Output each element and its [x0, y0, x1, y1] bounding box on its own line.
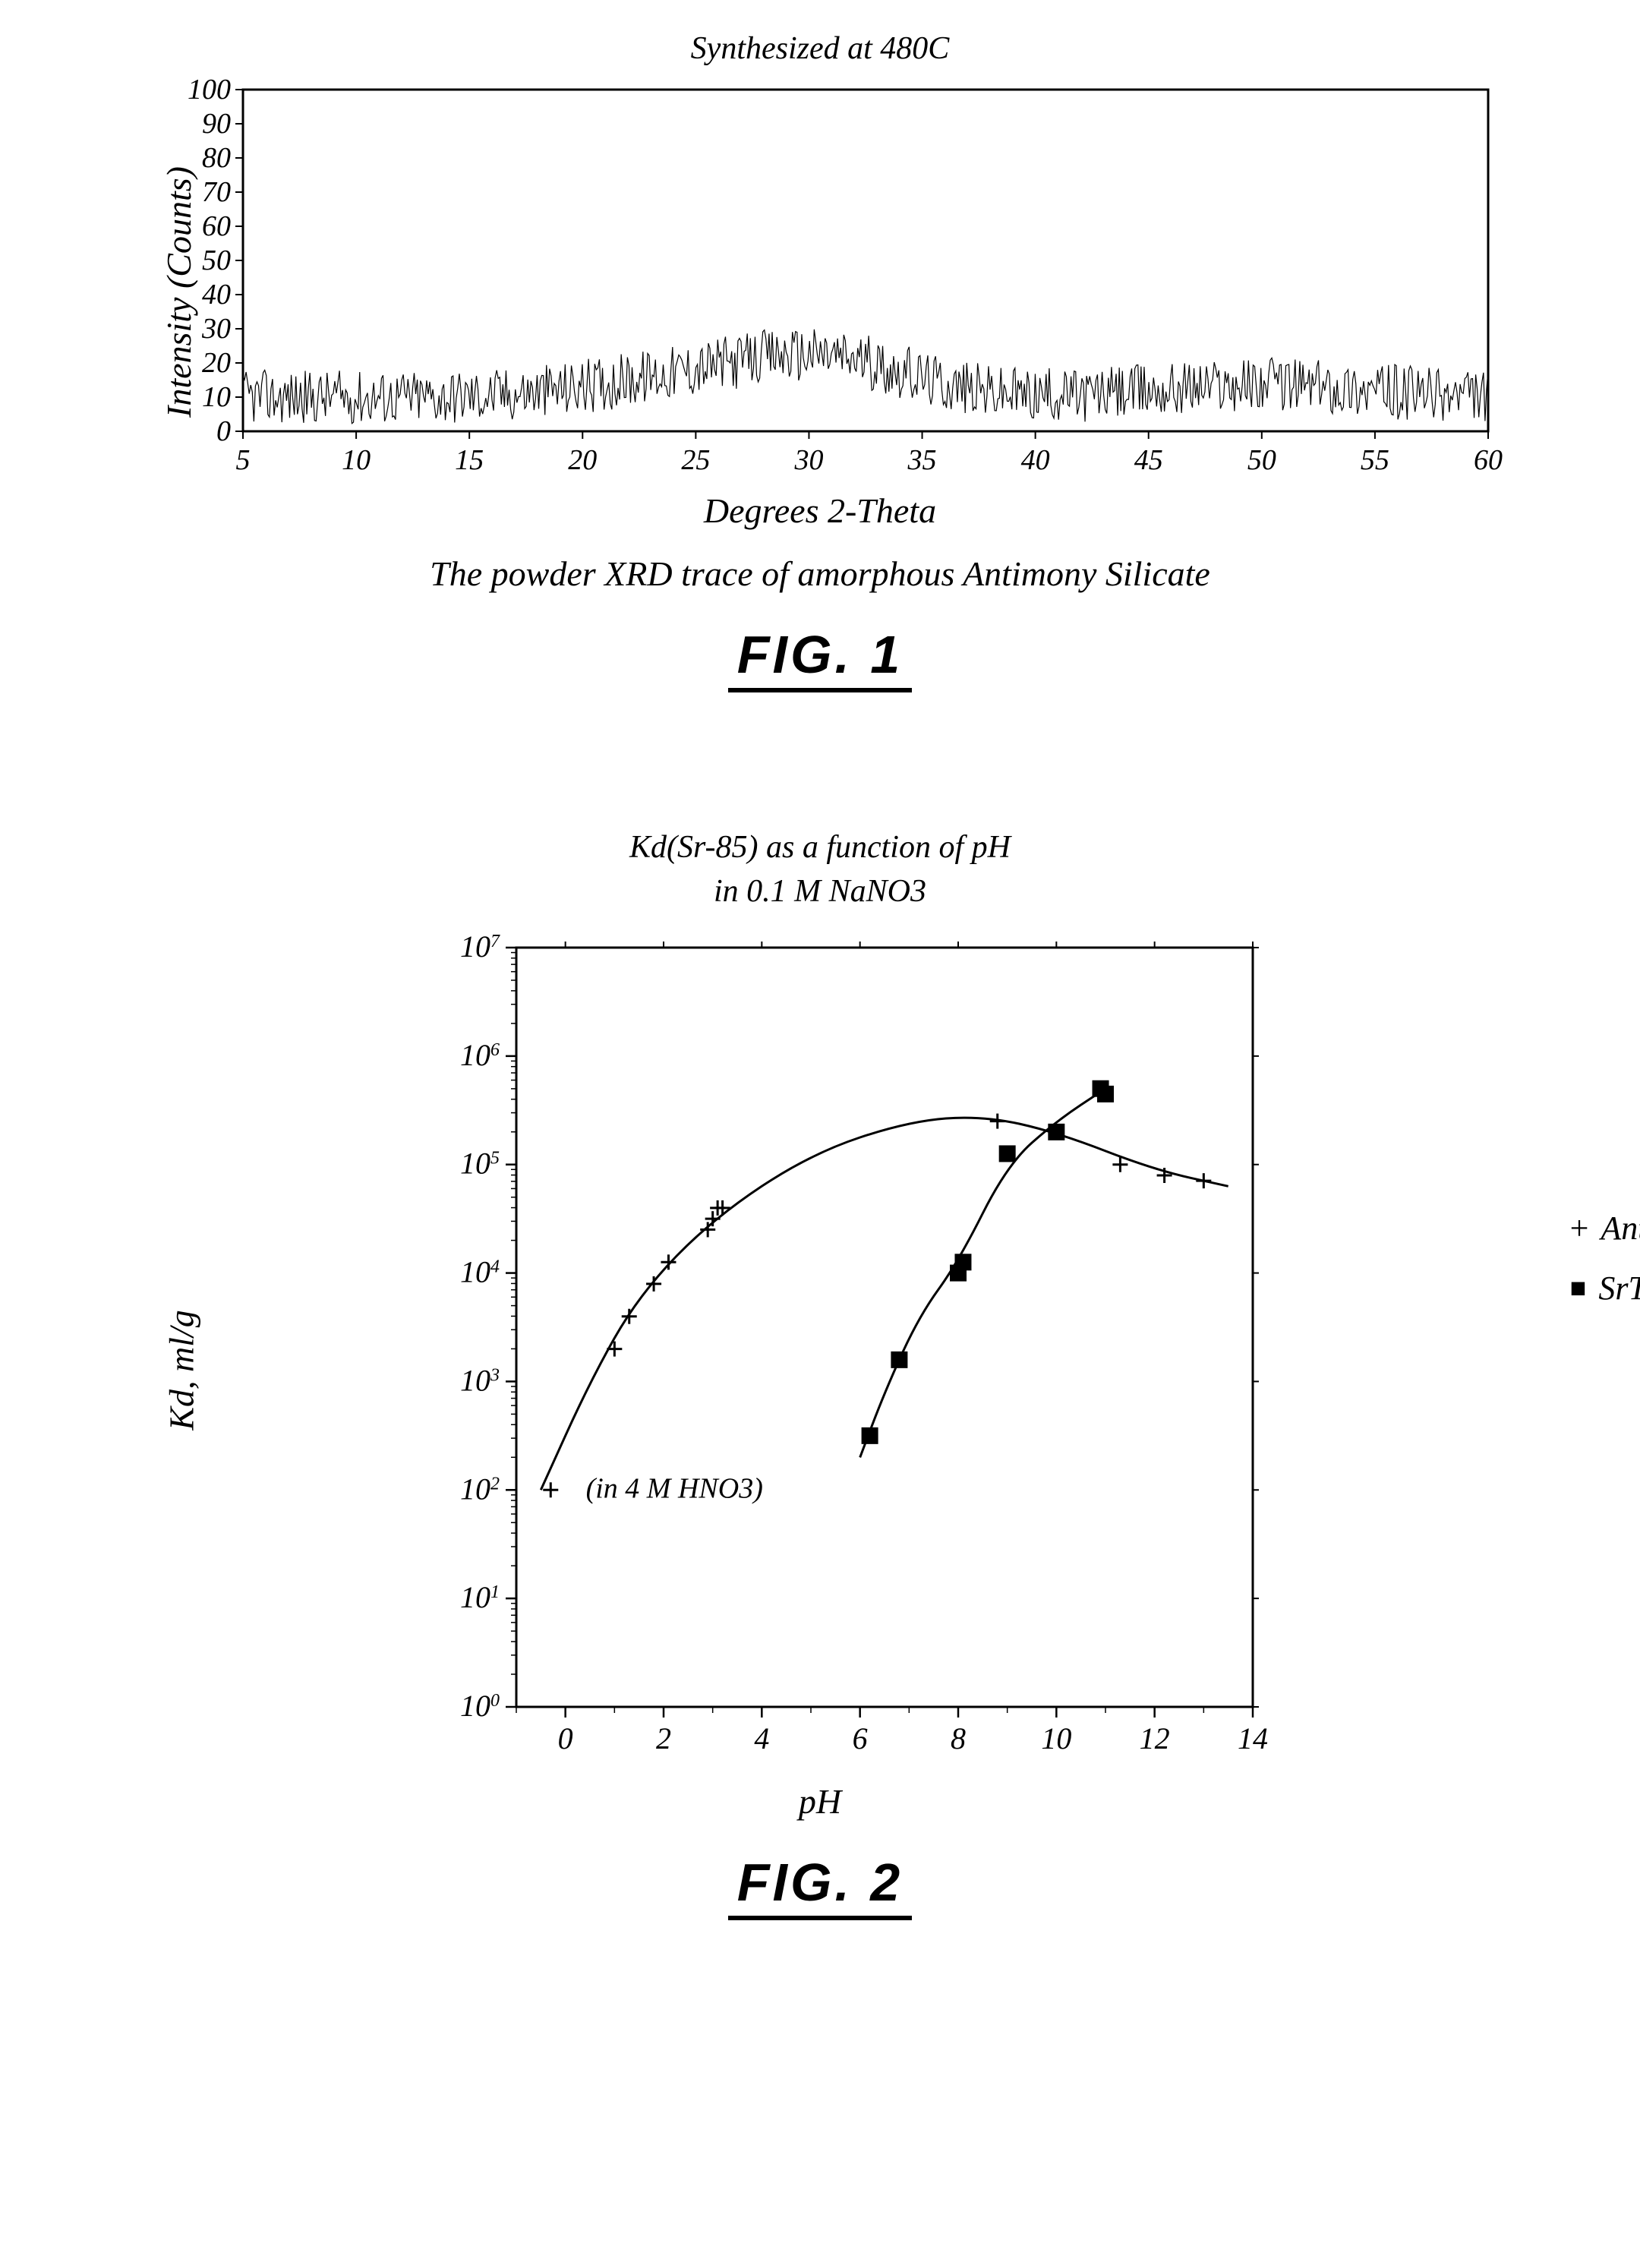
fig2-ylabel: Kd, ml/g: [162, 1310, 202, 1430]
svg-text:20: 20: [202, 347, 231, 379]
svg-text:4: 4: [754, 1721, 769, 1755]
svg-text:55: 55: [1361, 444, 1389, 476]
square-icon: ■: [1570, 1263, 1587, 1313]
svg-text:5: 5: [236, 444, 251, 476]
svg-text:20: 20: [568, 444, 597, 476]
svg-text:80: 80: [202, 142, 231, 174]
fig1-label: FIG. 1: [91, 624, 1549, 692]
fig2-title-l2: in 0.1 M NaNO3: [91, 873, 1549, 910]
svg-text:40: 40: [1021, 444, 1050, 476]
svg-text:100: 100: [460, 1689, 500, 1723]
svg-text:12: 12: [1140, 1721, 1170, 1755]
svg-text:107: 107: [460, 929, 500, 964]
svg-text:100: 100: [188, 74, 231, 106]
fig2-label: FIG. 2: [91, 1852, 1549, 1920]
fig2-svg: 100 101 102 103 104 105 106 107 0 2 4 6 8 10 12 14 (in 4…: [364, 925, 1276, 1775]
svg-text:50: 50: [202, 244, 231, 276]
svg-text:30: 30: [793, 444, 823, 476]
svg-text:6: 6: [853, 1721, 868, 1755]
legend-label-1: SrTreat: [1598, 1258, 1640, 1318]
plus-icon: +: [1570, 1198, 1589, 1258]
figure-2: Kd(Sr-85) as a function of pH in 0.1 M N…: [91, 829, 1549, 1920]
fig1-svg: 0102030405060708090100510152025303540455…: [137, 74, 1503, 484]
svg-text:40: 40: [202, 279, 231, 311]
svg-text:105: 105: [460, 1147, 500, 1181]
svg-text:60: 60: [1474, 444, 1503, 476]
svg-text:0: 0: [216, 415, 231, 447]
svg-text:8: 8: [951, 1721, 966, 1755]
fig2-legend: + Antimony Silicate ■ SrTreat: [1570, 1198, 1640, 1318]
svg-text:106: 106: [460, 1038, 500, 1072]
svg-text:50: 50: [1247, 444, 1276, 476]
svg-text:(in 4 M HNO3): (in 4 M HNO3): [586, 1472, 763, 1504]
svg-text:104: 104: [460, 1255, 500, 1289]
legend-item-srtreat: ■ SrTreat: [1570, 1258, 1640, 1318]
svg-text:2: 2: [656, 1721, 671, 1755]
legend-item-antimony: + Antimony Silicate: [1570, 1198, 1640, 1258]
svg-text:10: 10: [202, 381, 231, 413]
fig1-title: Synthesized at 480C: [91, 30, 1549, 67]
svg-text:10: 10: [1041, 1721, 1071, 1755]
svg-text:25: 25: [681, 444, 710, 476]
svg-text:60: 60: [202, 210, 231, 242]
svg-text:70: 70: [202, 176, 231, 208]
svg-text:30: 30: [201, 313, 231, 345]
svg-text:35: 35: [907, 444, 937, 476]
legend-label-0: Antimony Silicate: [1601, 1198, 1640, 1258]
fig1-ylabel: Intensity (Counts): [159, 166, 199, 418]
fig2-title-l1: Kd(Sr-85) as a function of pH: [91, 829, 1549, 866]
fig1-chart-wrap: Intensity (Counts) 010203040506070809010…: [91, 74, 1549, 484]
svg-text:15: 15: [455, 444, 484, 476]
svg-text:0: 0: [558, 1721, 573, 1755]
svg-text:45: 45: [1134, 444, 1163, 476]
svg-text:10: 10: [342, 444, 371, 476]
svg-text:103: 103: [460, 1363, 500, 1397]
svg-text:90: 90: [202, 108, 231, 140]
svg-text:102: 102: [460, 1472, 500, 1506]
fig2-xlabel: pH: [91, 1781, 1549, 1822]
fig1-xlabel: Degrees 2-Theta: [91, 491, 1549, 531]
figure-1: Synthesized at 480C Intensity (Counts) 0…: [91, 30, 1549, 692]
fig2-chart-wrap: Kd, ml/g 1001011021031041051061070246810…: [91, 925, 1549, 1775]
svg-text:14: 14: [1238, 1721, 1268, 1755]
fig1-caption: The powder XRD trace of amorphous Antimo…: [91, 554, 1549, 594]
svg-text:101: 101: [460, 1580, 500, 1614]
